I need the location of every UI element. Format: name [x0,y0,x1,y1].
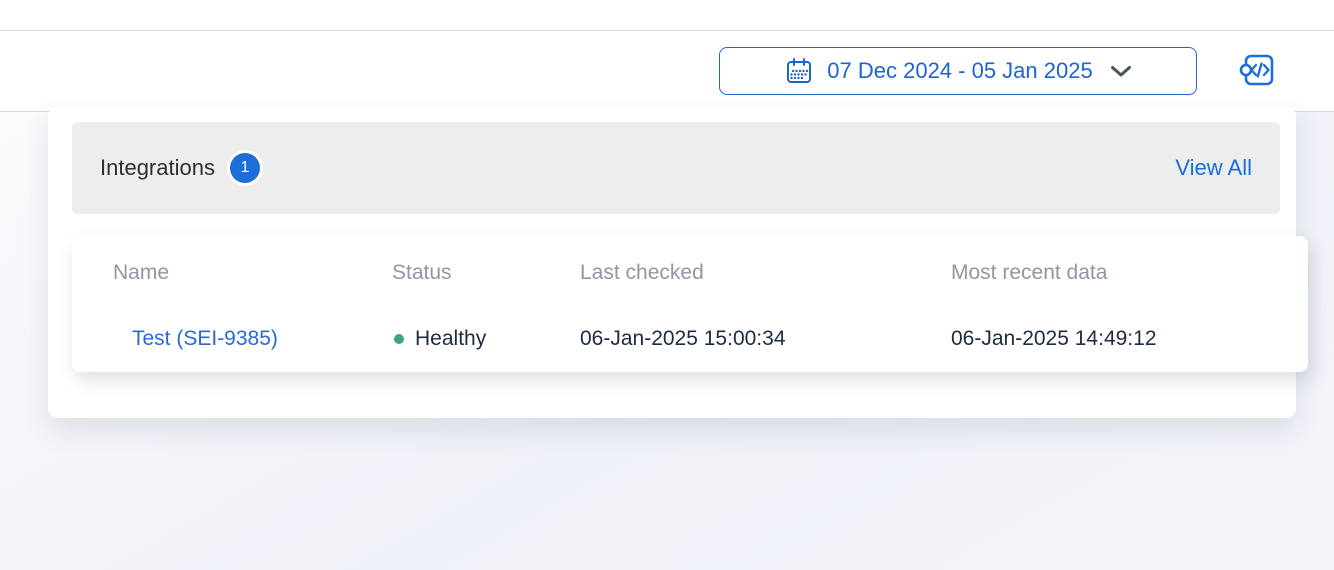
date-range-button[interactable]: 07 Dec 2024 - 05 Jan 2025 [719,47,1197,95]
healthy-status-dot-icon [394,334,404,344]
date-range-label: 07 Dec 2024 - 05 Jan 2025 [827,58,1093,83]
integrations-title-group: Integrations 1 [100,153,260,183]
code-widget-icon[interactable] [1238,50,1278,90]
column-header-most-recent-data: Most recent data [951,261,1108,284]
column-header-last-checked: Last checked [580,261,704,284]
integrations-table: Name Status Last checked Most recent dat… [72,236,1308,368]
integration-status-cell: Healthy [392,310,580,368]
integration-name-link[interactable]: Test (SEI-9385) [132,327,278,350]
column-header-status: Status [392,261,452,284]
integrations-table-card: Name Status Last checked Most recent dat… [72,236,1308,372]
calendar-icon [784,56,814,86]
integrations-dropdown-panel: Integrations 1 View All Name Status Last… [48,106,1308,418]
top-divider [0,30,1334,31]
view-all-link[interactable]: View All [1175,155,1252,180]
chevron-down-icon [1110,65,1132,78]
integrations-count-badge: 1 [229,153,260,183]
integrations-title: Integrations [100,155,215,180]
most-recent-data-value: 06-Jan-2025 14:49:12 [951,327,1157,350]
column-header-name: Name [113,261,170,284]
last-checked-value: 06-Jan-2025 15:00:34 [580,327,786,350]
integration-status-label: Healthy [415,327,487,350]
integration-name-cell: Test (SEI-9385) [72,310,392,368]
integrations-panel-header: Integrations 1 View All [72,122,1280,214]
